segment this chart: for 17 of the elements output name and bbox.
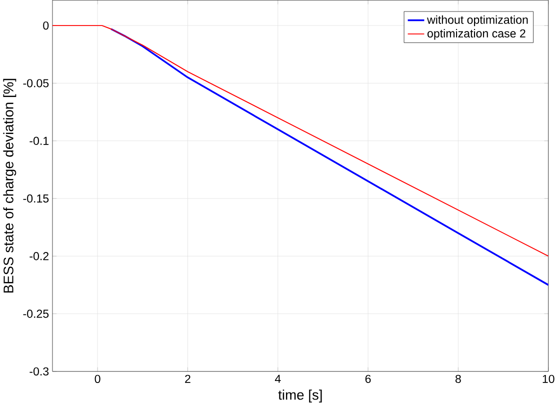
x-axis-title: time [s] [278, 390, 322, 403]
y-tick-label: -0.2 [30, 252, 48, 260]
y-axis-title: BESS state of charge deviation [%] [3, 79, 16, 293]
y-tick-label: -0.25 [23, 310, 49, 318]
x-tick-label: 8 [455, 374, 461, 384]
y-tick-label: -0.15 [23, 194, 49, 203]
x-tick-label: 6 [365, 374, 371, 384]
y-tick-label: -0.05 [23, 79, 49, 88]
x-tick-label: 0 [94, 374, 100, 384]
x-tick-label: 10 [542, 374, 554, 384]
legend-label: optimization case 2 [428, 29, 526, 40]
y-tick-label: -0.3 [30, 367, 49, 376]
y-tick-label: -0.1 [30, 136, 49, 146]
x-tick-label: 2 [185, 374, 190, 384]
legend-label: without optimization [427, 15, 528, 26]
x-tick-label: 4 [274, 374, 281, 383]
y-tick-label: 0 [43, 22, 49, 30]
